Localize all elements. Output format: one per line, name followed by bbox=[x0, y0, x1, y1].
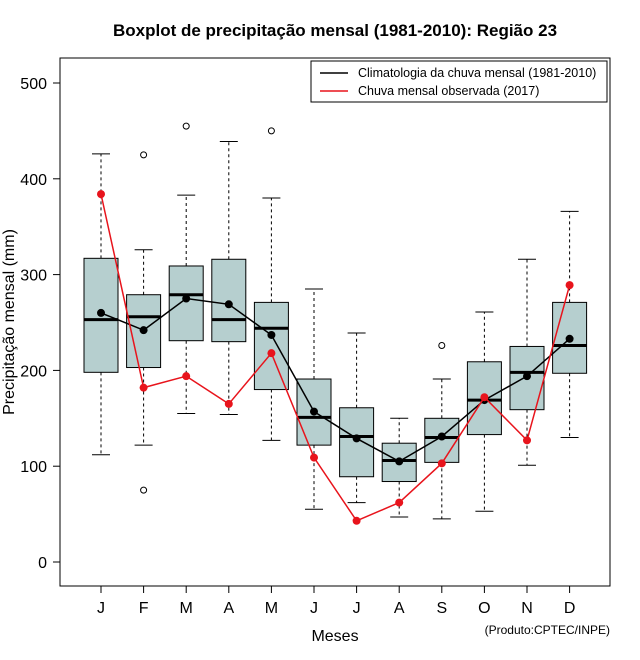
x-tick-label: A bbox=[394, 600, 405, 617]
y-tick-label: 0 bbox=[38, 555, 47, 572]
outlier-point bbox=[438, 341, 446, 349]
observed-point bbox=[437, 459, 446, 468]
observed-line bbox=[100, 193, 571, 522]
climatology-point bbox=[224, 300, 233, 309]
observed-point bbox=[395, 498, 404, 507]
x-tick-label: O bbox=[478, 600, 490, 617]
climatology-point bbox=[523, 372, 531, 381]
climatology-point bbox=[267, 330, 276, 339]
climatology-point bbox=[352, 434, 361, 443]
climatology-point bbox=[182, 294, 191, 303]
x-tick-label: J bbox=[97, 600, 105, 617]
climatology-point bbox=[97, 308, 105, 317]
box-iqr bbox=[381, 442, 417, 483]
x-tick-label: S bbox=[436, 600, 447, 617]
y-axis-label: Precipitação mensal (mm) bbox=[1, 229, 18, 415]
observed-point bbox=[310, 453, 318, 462]
y-tick-label: 200 bbox=[20, 363, 47, 380]
x-tick-label: N bbox=[521, 600, 533, 617]
y-tick-label: 100 bbox=[20, 459, 47, 476]
x-tick-label: F bbox=[139, 600, 149, 617]
legend-observed-label: Chuva mensal observada (2017) bbox=[358, 84, 539, 98]
x-tick-label: A bbox=[223, 600, 234, 617]
climatology-point bbox=[310, 407, 318, 416]
climatology-line bbox=[100, 297, 571, 463]
observed-point bbox=[480, 393, 489, 402]
observed-point bbox=[182, 372, 191, 381]
observed-point bbox=[139, 383, 148, 392]
legend: Climatologia da chuva mensal (1981-2010)… bbox=[310, 60, 608, 103]
x-tick-label: D bbox=[564, 600, 576, 617]
observed-point bbox=[565, 281, 574, 290]
y-tick-label: 400 bbox=[20, 172, 47, 189]
legend-box bbox=[310, 60, 608, 103]
observed-point bbox=[523, 436, 531, 445]
climatology-point bbox=[437, 432, 446, 441]
observed-point bbox=[97, 190, 105, 199]
observed-point bbox=[352, 516, 361, 525]
plot-frame bbox=[59, 57, 611, 587]
observed-point bbox=[267, 349, 276, 358]
box-iqr bbox=[253, 301, 289, 391]
climatology-point bbox=[139, 326, 148, 335]
x-axis-label: Meses bbox=[311, 628, 358, 645]
y-tick-label: 300 bbox=[20, 268, 47, 285]
legend-climatology-label: Climatologia da chuva mensal (1981-2010) bbox=[358, 66, 596, 80]
x-tick-label: M bbox=[180, 600, 193, 617]
outlier-point bbox=[140, 151, 148, 159]
x-tick-label: J bbox=[353, 600, 361, 617]
observed-point bbox=[224, 399, 233, 408]
chart-title: Boxplot de precipitação mensal (1981-201… bbox=[113, 21, 557, 40]
x-tick-label: J bbox=[310, 600, 318, 617]
climatology-point bbox=[565, 334, 574, 343]
outlier-point bbox=[140, 486, 148, 494]
y-tick-label: 500 bbox=[20, 76, 47, 93]
outlier-point bbox=[182, 122, 190, 130]
box-iqr bbox=[168, 265, 204, 342]
credit-text: (Produto:CPTEC/INPE) bbox=[485, 623, 610, 637]
outlier-point bbox=[267, 127, 275, 135]
climatology-point bbox=[395, 457, 404, 466]
x-tick-label: M bbox=[265, 600, 278, 617]
